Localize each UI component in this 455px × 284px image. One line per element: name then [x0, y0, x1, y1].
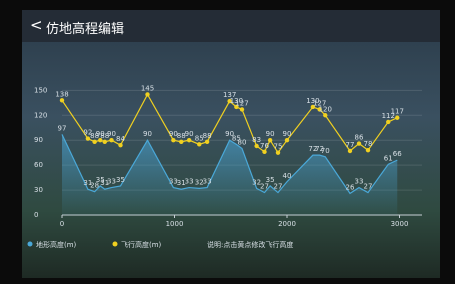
- flight-point[interactable]: [285, 138, 289, 142]
- data-label: 145: [141, 84, 154, 92]
- back-button[interactable]: <: [30, 16, 43, 34]
- data-label: 40: [283, 172, 292, 180]
- data-label: 33: [185, 178, 194, 186]
- flight-point[interactable]: [179, 140, 183, 144]
- y-tick-label: 30: [34, 186, 43, 194]
- flight-point[interactable]: [103, 140, 107, 144]
- flight-point[interactable]: [187, 138, 191, 142]
- data-label: 90: [143, 130, 152, 138]
- data-label: 120: [319, 105, 332, 113]
- flight-point[interactable]: [366, 148, 370, 152]
- flight-point[interactable]: [323, 113, 327, 117]
- flight-point[interactable]: [262, 150, 266, 154]
- flight-point[interactable]: [386, 120, 390, 124]
- header-title: 仿地高程编辑: [46, 18, 124, 37]
- legend-marker: [28, 242, 33, 247]
- flight-point[interactable]: [357, 141, 361, 145]
- data-label: 66: [393, 150, 402, 158]
- data-label: 90: [107, 130, 116, 138]
- flight-point[interactable]: [145, 92, 149, 96]
- data-label: 76: [260, 142, 269, 150]
- data-label: 78: [364, 140, 373, 148]
- data-label: 75: [274, 143, 283, 151]
- y-tick-label: 120: [34, 111, 47, 119]
- data-label: 27: [274, 183, 283, 191]
- data-label: 33: [203, 178, 212, 186]
- data-label: 90: [283, 130, 292, 138]
- data-label: 88: [203, 132, 212, 140]
- flight-point[interactable]: [348, 149, 352, 153]
- data-label: 33: [107, 178, 116, 186]
- x-tick-label: 0: [60, 220, 64, 228]
- x-tick-label: 2000: [278, 220, 296, 228]
- data-label: 70: [321, 147, 330, 155]
- data-label: 90: [185, 130, 194, 138]
- data-label: 138: [55, 90, 68, 98]
- flight-point[interactable]: [395, 116, 399, 120]
- flight-point[interactable]: [171, 138, 175, 142]
- data-label: 27: [364, 183, 373, 191]
- flight-point[interactable]: [109, 138, 113, 142]
- flight-point[interactable]: [254, 144, 258, 148]
- flight-point[interactable]: [205, 140, 209, 144]
- flight-point[interactable]: [118, 143, 122, 147]
- flight-point[interactable]: [92, 140, 96, 144]
- data-label: 90: [266, 130, 275, 138]
- data-label: 97: [58, 124, 67, 132]
- data-label: 127: [235, 99, 248, 107]
- data-label: 61: [384, 154, 393, 162]
- legend-marker: [113, 242, 118, 247]
- data-label: 84: [116, 135, 125, 143]
- flight-point[interactable]: [276, 150, 280, 154]
- legend-label: 地形高度(m): [36, 240, 77, 249]
- flight-point[interactable]: [268, 138, 272, 142]
- data-label: 35: [116, 176, 125, 184]
- header: < 仿地高程编辑: [22, 10, 440, 42]
- x-tick-label: 1000: [166, 220, 184, 228]
- y-tick-label: 90: [34, 136, 43, 144]
- flight-point[interactable]: [197, 142, 201, 146]
- flight-point[interactable]: [240, 107, 244, 111]
- x-tick-label: 3000: [391, 220, 409, 228]
- y-tick-label: 60: [34, 161, 43, 169]
- y-tick-label: 150: [34, 86, 47, 94]
- data-label: 117: [391, 108, 404, 116]
- data-label: 80: [238, 139, 247, 147]
- data-label: 33: [355, 178, 364, 186]
- y-tick-label: 0: [34, 211, 38, 219]
- legend-label: 飞行高度(m): [121, 240, 162, 249]
- note: 说明:点击黄点修改飞行高度: [207, 240, 293, 249]
- data-label: 77: [346, 141, 355, 149]
- flight-point[interactable]: [60, 98, 64, 102]
